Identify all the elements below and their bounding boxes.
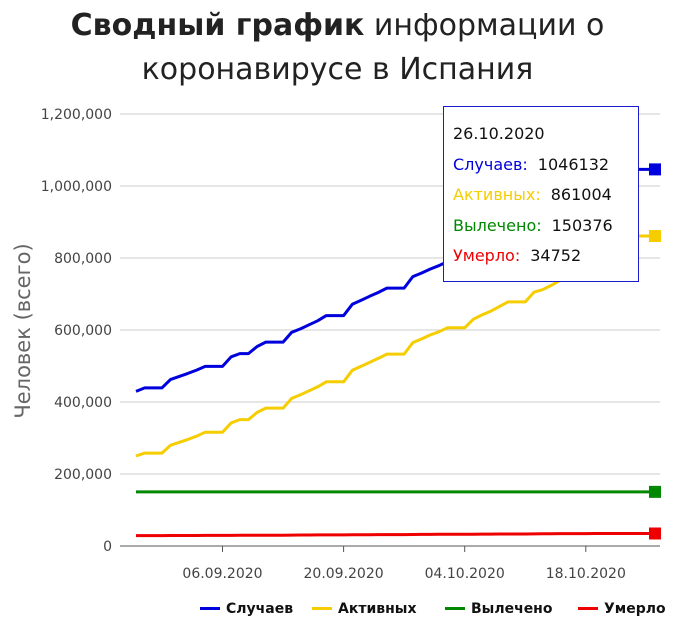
legend-item-recovered[interactable]: Вылечено xyxy=(445,598,552,620)
tooltip-label: Умерло: xyxy=(453,246,521,265)
tooltip-value: 150376 xyxy=(551,215,613,235)
x-tick-label: 04.10.2020 xyxy=(425,566,505,582)
tooltip-label: Вылечено: xyxy=(453,215,542,235)
y-tick-label: 0 xyxy=(103,539,112,555)
legend-swatch xyxy=(200,606,220,610)
tooltip-row-active: Активных: 861004 xyxy=(453,180,638,211)
legend-item-active[interactable]: Активных xyxy=(312,598,416,620)
title-rest: информации о xyxy=(364,8,605,43)
legend-label: Умерло xyxy=(604,601,666,617)
y-tick-label: 1,000,000 xyxy=(41,179,112,195)
grid-lines xyxy=(120,113,660,547)
y-tick-label: 1,200,000 xyxy=(41,107,112,123)
series-end-marker[interactable] xyxy=(649,163,661,176)
legend: Случаев Активных Вылечено Умерло xyxy=(200,598,675,620)
series-line xyxy=(136,532,655,538)
tooltip-row-cases: Случаев: 1046132 xyxy=(453,150,638,181)
chart-title: Сводный график информации о коронавирусе… xyxy=(0,4,675,92)
tooltip-label: Активных: xyxy=(453,185,541,204)
tooltip-value: 861004 xyxy=(550,185,612,204)
x-tick-label: 06.09.2020 xyxy=(182,566,262,582)
legend-item-cases[interactable]: Случаев xyxy=(200,598,293,620)
y-tick-label: 400,000 xyxy=(54,395,112,411)
y-tick-labels: 0 200,000 400,000 600,000 800,000 1,000,000 1,… xyxy=(41,107,112,555)
tooltip-value: 34752 xyxy=(530,246,582,265)
y-axis-label: Человек (всего) xyxy=(11,243,35,418)
x-tick-label: 18.10.2020 xyxy=(546,566,626,582)
series-end-marker[interactable] xyxy=(649,527,661,540)
legend-label: Вылечено xyxy=(471,601,553,617)
x-tick-labels: 06.09.2020 20.09.2020 04.10.2020 18.10.2020 xyxy=(182,546,626,582)
tooltip-row-recovered: Вылечено: 150376 xyxy=(453,211,638,242)
y-tick-label: 800,000 xyxy=(54,251,112,267)
legend-swatch xyxy=(312,606,332,610)
title-bold: Сводный график xyxy=(70,8,365,43)
legend-label: Случаев xyxy=(226,601,294,617)
tooltip-value: 1046132 xyxy=(537,154,610,174)
legend-swatch xyxy=(445,606,465,610)
tooltip-label: Случаев: xyxy=(453,154,528,174)
tooltip-row-deaths: Умерло: 34752 xyxy=(453,241,638,272)
series-end-marker[interactable] xyxy=(649,485,661,498)
series-end-marker[interactable] xyxy=(649,230,661,243)
title-line2: коронавирусе в Испания xyxy=(141,52,534,87)
x-tick-label: 20.09.2020 xyxy=(304,566,384,582)
tooltip: 26.10.2020 Случаев: 1046132 Активных: 8610… xyxy=(443,106,639,282)
y-tick-label: 600,000 xyxy=(54,323,112,339)
legend-label: Активных xyxy=(338,601,417,617)
tooltip-date: 26.10.2020 xyxy=(453,124,545,143)
legend-item-deaths[interactable]: Умерло xyxy=(578,598,666,620)
legend-swatch xyxy=(578,606,598,610)
y-tick-label: 200,000 xyxy=(54,467,112,483)
